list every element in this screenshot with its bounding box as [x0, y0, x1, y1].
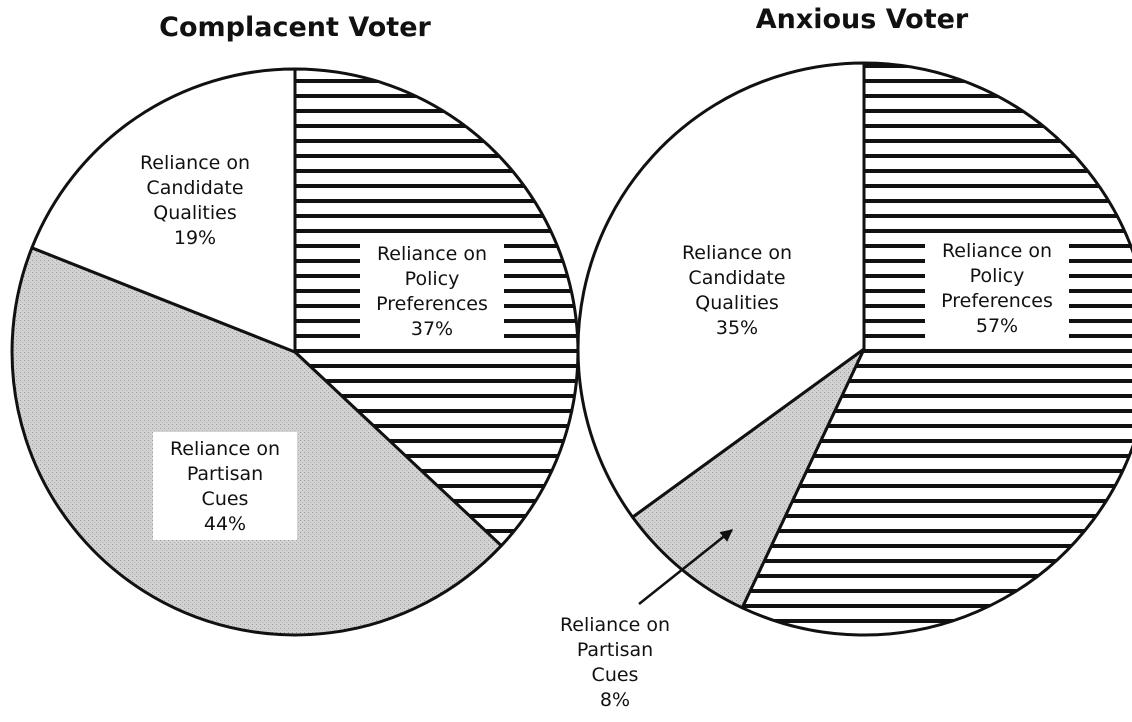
- slice-label-anxious-candidate-qualities: Reliance on Candidate Qualities 35%: [682, 242, 792, 339]
- slice-label-anxious-policy-preferences: Reliance on Policy Preferences 57%: [925, 234, 1069, 342]
- slice-label-line: Qualities: [695, 292, 779, 314]
- slice-label-line: Preferences: [376, 293, 488, 315]
- pie-slice-anxious-policy-preferences: [740, 61, 1132, 637]
- slice-label-line: Cues: [592, 664, 639, 686]
- slice-label-line: 8%: [600, 689, 630, 711]
- slice-label-line: Candidate: [146, 177, 243, 199]
- slice-label-line: Cues: [202, 488, 249, 510]
- slice-label-line: 57%: [976, 315, 1018, 337]
- slice-label-background: [925, 234, 1069, 342]
- slice-label-line: Reliance on: [560, 614, 670, 636]
- slice-label-line: 44%: [204, 513, 246, 535]
- slice-label-background: [543, 608, 687, 716]
- slice-label-background: [360, 237, 504, 345]
- pie-chart-complacent: Complacent Voter Reliance on Policy Prefer…: [10, 12, 580, 637]
- slice-label-line: Candidate: [688, 267, 785, 289]
- callout-arrow-anxious-partisan-cues: [638, 529, 733, 605]
- slice-label-line: Reliance on: [140, 152, 250, 174]
- slice-label-line: Reliance on: [942, 240, 1052, 262]
- slice-label-complacent-candidate-qualities: Reliance on Candidate Qualities 19%: [140, 152, 250, 249]
- slice-label-line: 37%: [411, 318, 453, 340]
- slice-label-line: 35%: [716, 317, 758, 339]
- chart-title-complacent: Complacent Voter: [159, 12, 431, 43]
- slice-label-line: Reliance on: [682, 242, 792, 264]
- slice-label-line: 19%: [174, 227, 216, 249]
- slice-label-background: [153, 432, 297, 540]
- slice-label-complacent-partisan-cues: Reliance on Partisan Cues 44%: [153, 432, 297, 540]
- pie-slice-complacent-candidate-qualities: [30, 67, 297, 354]
- slice-label-line: Reliance on: [170, 438, 280, 460]
- slice-label-line: Policy: [970, 265, 1025, 287]
- pie-chart-anxious: Anxious Voter Reliance on Policy Preferenc…: [543, 4, 1132, 716]
- slice-label-line: Reliance on: [377, 243, 487, 265]
- pie-slice-anxious-candidate-qualities: [576, 61, 866, 519]
- slice-label-anxious-partisan-cues: Reliance on Partisan Cues 8%: [543, 608, 687, 716]
- chart-title-anxious: Anxious Voter: [756, 4, 969, 35]
- slice-label-complacent-policy-preferences: Reliance on Policy Preferences 37%: [360, 237, 504, 345]
- slice-label-line: Preferences: [941, 290, 1053, 312]
- slice-label-line: Policy: [405, 268, 460, 290]
- slice-label-line: Partisan: [187, 463, 263, 485]
- slice-label-line: Qualities: [153, 202, 237, 224]
- slice-label-line: Partisan: [577, 639, 653, 661]
